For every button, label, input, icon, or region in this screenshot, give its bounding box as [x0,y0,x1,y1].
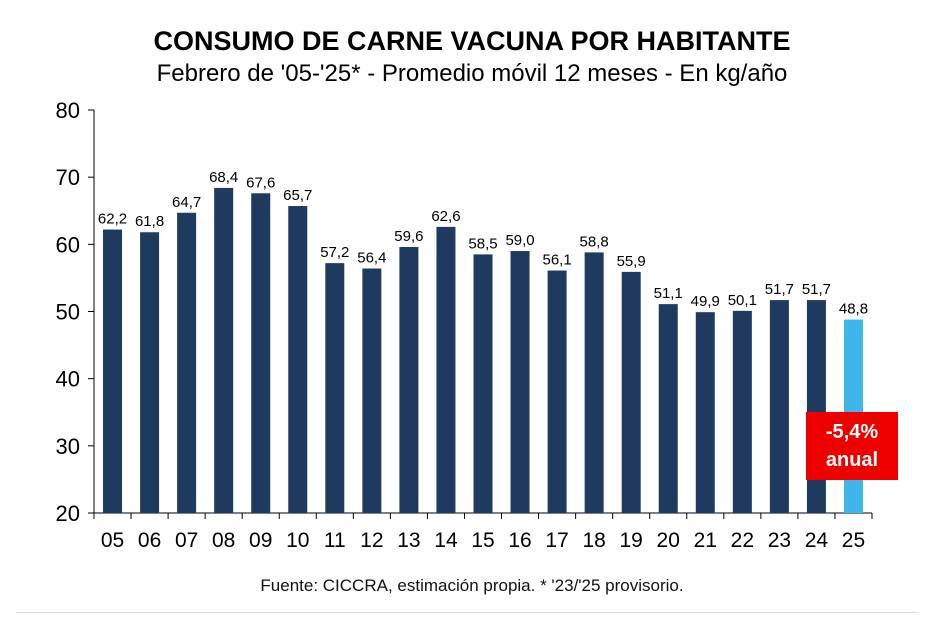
x-tick-label: 23 [768,529,791,552]
y-tick-label: 70 [56,165,80,190]
x-tick-label: 18 [582,529,605,552]
bar-value-label: 57,2 [320,244,349,261]
bar [251,193,271,513]
bar-value-label: 48,8 [839,301,868,318]
bar-value-label: 62,6 [431,208,460,225]
bar-value-label: 51,7 [802,281,831,298]
x-tick-label: 25 [842,529,865,552]
bar-value-label: 59,0 [505,232,534,249]
x-tick-label: 15 [471,529,494,552]
bar-value-label: 62,2 [98,211,127,228]
bar [806,300,826,513]
bar-value-label: 55,9 [617,253,646,270]
bar [288,206,308,513]
x-tick-label: 05 [101,529,124,552]
bar [732,310,752,513]
bar [621,271,641,513]
bar [362,268,382,513]
x-tick-label: 07 [175,529,198,552]
bar-value-label: 56,1 [542,252,571,269]
bar [177,212,197,513]
annual-change-label: anual [825,449,879,471]
bar [584,252,604,514]
bar [658,304,678,513]
y-tick-label: 50 [56,300,80,325]
bar [214,187,234,513]
bar [399,247,419,513]
bar-value-label: 58,5 [468,235,497,252]
x-tick-label: 20 [657,529,680,552]
bar-value-label: 51,1 [654,285,683,302]
bar-value-label: 56,4 [357,250,386,267]
bottom-divider [16,612,918,613]
x-tick-label: 14 [434,529,458,552]
bar-value-label: 68,4 [209,169,238,186]
y-tick-label: 60 [56,232,80,257]
x-tick-label: 13 [397,529,420,552]
bar [769,300,789,513]
annual-change-badge: -5,4% anual [806,412,898,480]
x-tick-label: 21 [694,529,717,552]
x-tick-label: 24 [805,529,829,552]
bar [103,229,123,513]
bar-value-label: 64,7 [172,194,201,211]
chart-title: CONSUMO DE CARNE VACUNA POR HABITANTE [153,26,791,56]
bar-value-label: 67,6 [246,174,275,191]
bar-value-label: 50,1 [728,292,757,309]
bar-value-label: 49,9 [691,293,720,310]
bar-value-label: 59,6 [394,228,423,245]
bar-value-label: 58,8 [580,233,609,250]
bar [473,254,493,514]
x-tick-label: 17 [545,529,568,552]
x-tick-label: 08 [212,529,235,552]
bar-value-label: 65,7 [283,187,312,204]
annual-change-value: -5,4% [825,421,879,443]
x-tick-label: 09 [249,529,272,552]
source-footnote: Fuente: CICCRA, estimación propia. * '23… [260,576,684,595]
x-tick-label: 06 [138,529,161,552]
chart-subtitle: Febrero de '05-'25* - Promedio móvil 12 … [156,60,788,87]
x-tick-label: 16 [508,529,531,552]
y-tick-label: 40 [56,367,80,392]
y-tick-label: 20 [56,501,80,526]
x-tick-label: 19 [620,529,643,552]
x-tick-label: 10 [286,529,309,552]
x-tick-label: 12 [360,529,383,552]
bar-value-label: 51,7 [765,281,794,298]
bar [140,232,160,513]
bar-value-label: 61,8 [135,213,164,230]
bar [547,270,567,513]
bar [510,251,530,514]
bar [436,226,456,513]
y-tick-label: 30 [56,434,80,459]
x-tick-label: 22 [731,529,754,552]
y-tick-label: 80 [56,98,80,123]
bar [695,312,715,513]
x-tick-label: 11 [324,529,346,552]
bar [325,263,345,513]
